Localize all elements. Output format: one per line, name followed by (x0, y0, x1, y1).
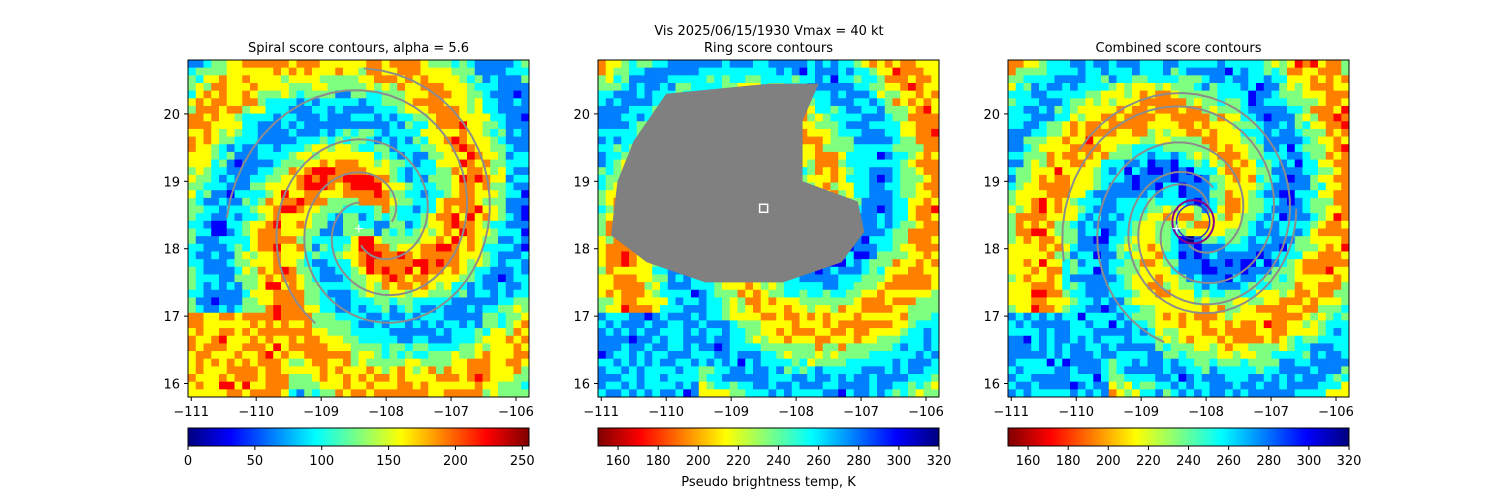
y-tick-label: 19 (573, 175, 590, 190)
x-tick-label: −108 (1188, 405, 1224, 420)
contour-line (225, 89, 468, 297)
colorbar-tick-label: 240 (766, 454, 791, 469)
panel-ring-plot: −111 −110 −109 −108 −107 −106 16 17 18 19 20 (573, 59, 944, 420)
panel-ring-title: Ring score contours (704, 41, 833, 56)
contour-line (303, 67, 491, 324)
colorbar-bar (187, 427, 530, 447)
x-tick-label: −110 (238, 405, 274, 420)
x-tick-label: −107 (843, 405, 879, 420)
colorbar-tick-label: 300 (886, 454, 911, 469)
colorbar-tick-label: 240 (1176, 454, 1201, 469)
panel-combined-plot: −111 −110 −109 −108 −107 −106 16 17 18 19 20 (983, 59, 1354, 420)
panel-ring-image (598, 60, 939, 397)
colorbar-tick-label: 220 (726, 454, 751, 469)
y-tick-label: 17 (163, 310, 180, 325)
y-tick-label: 16 (983, 378, 1000, 393)
colorbar-tick-label: 200 (443, 454, 468, 469)
ring-contour-inner (1175, 203, 1211, 240)
colorbar-tick-label: 100 (309, 454, 334, 469)
contour-line (1061, 105, 1276, 285)
y-tick-label: 17 (983, 310, 1000, 325)
x-tick-label: −109 (713, 405, 749, 420)
colorbar-bar (597, 427, 940, 447)
contour-line (275, 138, 429, 325)
x-tick-label: −110 (1058, 405, 1094, 420)
panel-spiral-title: Spiral score contours, alpha = 5.6 (248, 41, 469, 56)
colorbar-tick-label: 150 (376, 454, 401, 469)
contour-line (1096, 141, 1245, 344)
y-tick-label: 17 (573, 310, 590, 325)
y-tick-label: 18 (163, 243, 180, 258)
colorbar-tick-label: 0 (184, 454, 192, 469)
panel-combined: Combined score contours −111 −110 −109 −108… (983, 41, 1361, 469)
panel-combined-image (1008, 60, 1349, 397)
x-tick-label: −111 (993, 405, 1029, 420)
y-tick-label: 18 (983, 243, 1000, 258)
colorbar-tick-label: 200 (1096, 454, 1121, 469)
colorbar-tick-label: 300 (1296, 454, 1321, 469)
colorbar-tick-label: 160 (606, 454, 631, 469)
colorbar-tick-label: 180 (1056, 454, 1081, 469)
x-tick-label: −106 (908, 405, 944, 420)
x-tick-label: −109 (303, 405, 339, 420)
x-tick-label: −108 (368, 405, 404, 420)
colorbar-tick-label: 320 (1337, 454, 1362, 469)
center-marker (1172, 224, 1181, 233)
colorbar-tick-label: 200 (686, 454, 711, 469)
x-tick-label: −111 (173, 405, 209, 420)
y-tick-label: 20 (573, 108, 590, 123)
x-tick-label: −106 (1318, 405, 1354, 420)
x-tick-label: −108 (778, 405, 814, 420)
panel-spiral-image (188, 60, 529, 397)
x-tick-label: −110 (648, 405, 684, 420)
contour-line (1078, 91, 1292, 306)
figure-suptitle: Vis 2025/06/15/1930 Vmax = 40 kt (654, 24, 883, 39)
x-tick-label: −111 (583, 405, 619, 420)
x-tick-label: −109 (1123, 405, 1159, 420)
y-tick-label: 16 (163, 378, 180, 393)
panel-combined-title: Combined score contours (1096, 41, 1262, 56)
colorbar-tick-label: 260 (1216, 454, 1241, 469)
axes-frame (187, 59, 530, 398)
colorbar-tick-label: 320 (927, 454, 952, 469)
contour-line (1127, 170, 1298, 315)
panel-ring-colorbar-label: Pseudo brightness temp, K (681, 475, 856, 490)
colorbar-bar (1007, 427, 1350, 447)
center-marker (354, 224, 363, 233)
gray-mask (611, 83, 865, 283)
y-tick-label: 20 (983, 108, 1000, 123)
panel-combined-colorbar: 160 180 200 220 240 260 280 300 320 (1007, 427, 1362, 469)
x-tick-label: −107 (433, 405, 469, 420)
y-tick-label: 18 (573, 243, 590, 258)
axes-frame (597, 59, 940, 398)
y-tick-label: 20 (163, 108, 180, 123)
panel-ring-colorbar: 160 180 200 220 240 260 280 300 320 (597, 427, 952, 469)
center-marker (758, 203, 769, 214)
colorbar-tick-label: 220 (1136, 454, 1161, 469)
ring-contour (1171, 199, 1215, 245)
axes-frame (1007, 59, 1350, 398)
y-tick-label: 19 (163, 175, 180, 190)
panel-spiral: Spiral score contours, alpha = 5.6 −111−… (163, 41, 534, 469)
x-tick-label: −107 (1253, 405, 1289, 420)
panel-ring: Ring score contours −111 −110 −109 −108 −107… (573, 41, 951, 490)
panel-spiral-colorbar: 0 50 100 150 200 250 (184, 427, 535, 469)
colorbar-tick-label: 250 (510, 454, 535, 469)
colorbar-tick-label: 160 (1016, 454, 1041, 469)
y-tick-label: 16 (573, 378, 590, 393)
y-tick-label: 19 (983, 175, 1000, 190)
colorbar-tick-label: 260 (806, 454, 831, 469)
x-tick-label: −106 (498, 405, 534, 420)
panel-spiral-plot: −111 −110 −109 −108 −107 −106 16 17 18 19 20 (163, 59, 534, 420)
colorbar-tick-label: 280 (1256, 454, 1281, 469)
colorbar-tick-label: 280 (846, 454, 871, 469)
colorbar-tick-label: 50 (247, 454, 264, 469)
colorbar-tick-label: 180 (646, 454, 671, 469)
